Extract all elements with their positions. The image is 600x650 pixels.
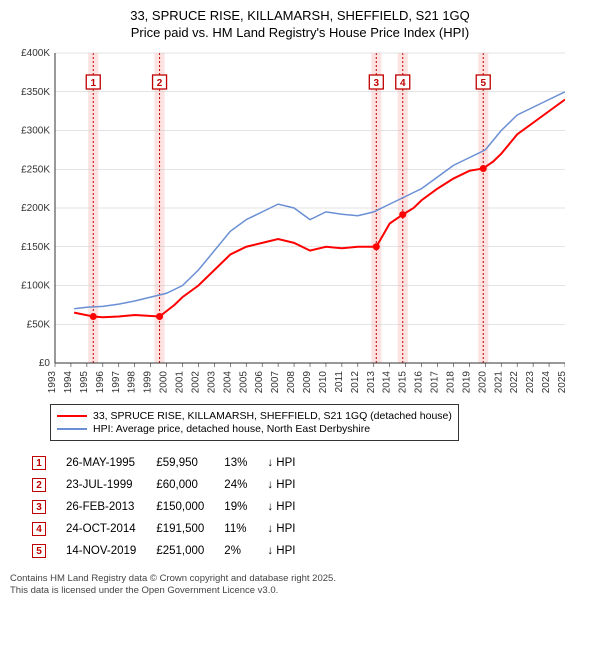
table-row: 2 23-JUL-1999£60,00024%↓ HPI	[32, 475, 313, 495]
svg-text:2016: 2016	[414, 370, 425, 392]
sale-direction: ↓ HPI	[267, 497, 313, 517]
sale-price: £59,950	[156, 453, 222, 473]
svg-text:2008: 2008	[286, 370, 297, 392]
svg-text:£150K: £150K	[21, 242, 50, 253]
svg-text:1997: 1997	[111, 370, 122, 392]
svg-text:1998: 1998	[127, 370, 138, 392]
sale-date: 24-OCT-2014	[66, 519, 154, 539]
sale-direction: ↓ HPI	[267, 453, 313, 473]
sale-marker-icon: 2	[32, 478, 46, 492]
sale-marker-icon: 3	[32, 500, 46, 514]
svg-text:1995: 1995	[79, 370, 90, 392]
sale-price: £60,000	[156, 475, 222, 495]
svg-text:1994: 1994	[63, 370, 74, 392]
svg-text:2002: 2002	[190, 370, 201, 392]
footer-attribution: Contains HM Land Registry data © Crown c…	[10, 573, 590, 598]
sale-marker-icon: 5	[32, 544, 46, 558]
svg-text:2012: 2012	[350, 370, 361, 392]
svg-text:2025: 2025	[557, 370, 565, 392]
svg-text:2005: 2005	[238, 370, 249, 392]
svg-text:£400K: £400K	[21, 48, 50, 59]
svg-text:2014: 2014	[382, 370, 393, 392]
sale-pct: 24%	[224, 475, 265, 495]
sale-pct: 13%	[224, 453, 265, 473]
sale-direction: ↓ HPI	[267, 519, 313, 539]
sale-price: £150,000	[156, 497, 222, 517]
legend-label-1: 33, SPRUCE RISE, KILLAMARSH, SHEFFIELD, …	[93, 410, 452, 422]
svg-text:2006: 2006	[254, 370, 265, 392]
svg-text:2023: 2023	[525, 370, 536, 392]
svg-text:£250K: £250K	[21, 164, 50, 175]
sale-date: 14-NOV-2019	[66, 541, 154, 561]
legend-swatch-1	[57, 415, 87, 417]
sale-marker-icon: 4	[32, 522, 46, 536]
chart-container: 33, SPRUCE RISE, KILLAMARSH, SHEFFIELD, …	[0, 0, 600, 605]
svg-text:2017: 2017	[430, 370, 441, 392]
table-row: 1 26-MAY-1995£59,95013%↓ HPI	[32, 453, 313, 473]
svg-text:£200K: £200K	[21, 203, 50, 214]
legend-label-2: HPI: Average price, detached house, Nort…	[93, 423, 370, 435]
svg-text:2018: 2018	[445, 370, 456, 392]
sale-price: £191,500	[156, 519, 222, 539]
svg-text:2001: 2001	[175, 370, 186, 392]
svg-text:£100K: £100K	[21, 280, 50, 291]
sale-pct: 19%	[224, 497, 265, 517]
svg-text:2003: 2003	[206, 370, 217, 392]
svg-text:1993: 1993	[47, 370, 58, 392]
table-row: 4 24-OCT-2014£191,50011%↓ HPI	[32, 519, 313, 539]
sale-pct: 2%	[224, 541, 265, 561]
svg-text:5: 5	[480, 78, 486, 89]
sale-pct: 11%	[224, 519, 265, 539]
svg-text:£350K: £350K	[21, 87, 50, 98]
svg-text:1: 1	[90, 78, 96, 89]
line-chart-svg: £0 £50K £100K £150K £200K £250K £300K £350K £400…	[10, 48, 565, 393]
legend: 33, SPRUCE RISE, KILLAMARSH, SHEFFIELD, …	[50, 404, 459, 441]
sale-direction: ↓ HPI	[267, 475, 313, 495]
sale-price: £251,000	[156, 541, 222, 561]
svg-text:2004: 2004	[222, 370, 233, 392]
chart-title: 33, SPRUCE RISE, KILLAMARSH, SHEFFIELD, …	[10, 8, 590, 42]
title-line-2: Price paid vs. HM Land Registry's House …	[10, 25, 590, 42]
legend-swatch-2	[57, 428, 87, 430]
svg-text:3: 3	[374, 78, 380, 89]
footer-line-1: Contains HM Land Registry data © Crown c…	[10, 573, 590, 585]
title-line-1: 33, SPRUCE RISE, KILLAMARSH, SHEFFIELD, …	[10, 8, 590, 25]
chart-area: £0 £50K £100K £150K £200K £250K £300K £350K £400…	[10, 48, 590, 398]
svg-text:2024: 2024	[541, 370, 552, 392]
svg-text:£300K: £300K	[21, 125, 50, 136]
svg-text:2007: 2007	[270, 370, 281, 392]
svg-text:2015: 2015	[398, 370, 409, 392]
sale-date: 26-FEB-2013	[66, 497, 154, 517]
svg-text:£50K: £50K	[27, 319, 51, 330]
footer-line-2: This data is licensed under the Open Gov…	[10, 585, 590, 597]
svg-text:1996: 1996	[95, 370, 106, 392]
svg-text:2019: 2019	[461, 370, 472, 392]
svg-text:2010: 2010	[318, 370, 329, 392]
svg-text:2009: 2009	[302, 370, 313, 392]
sale-date: 26-MAY-1995	[66, 453, 154, 473]
svg-text:2022: 2022	[509, 370, 520, 392]
table-row: 3 26-FEB-2013£150,00019%↓ HPI	[32, 497, 313, 517]
sale-date: 23-JUL-1999	[66, 475, 154, 495]
legend-row-2: HPI: Average price, detached house, Nort…	[57, 423, 452, 435]
svg-text:2: 2	[157, 78, 163, 89]
svg-text:2021: 2021	[493, 370, 504, 392]
svg-text:4: 4	[400, 78, 406, 89]
svg-text:2011: 2011	[334, 370, 345, 392]
svg-text:2020: 2020	[477, 370, 488, 392]
svg-text:2013: 2013	[366, 370, 377, 392]
svg-text:1999: 1999	[143, 370, 154, 392]
legend-row-1: 33, SPRUCE RISE, KILLAMARSH, SHEFFIELD, …	[57, 410, 452, 422]
sales-table: 126-MAY-1995£59,95013%↓ HPI223-JUL-1999£…	[30, 451, 315, 563]
sale-marker-icon: 1	[32, 456, 46, 470]
svg-text:£0: £0	[39, 358, 51, 369]
table-row: 5 14-NOV-2019£251,0002%↓ HPI	[32, 541, 313, 561]
svg-text:2000: 2000	[159, 370, 170, 392]
sale-direction: ↓ HPI	[267, 541, 313, 561]
